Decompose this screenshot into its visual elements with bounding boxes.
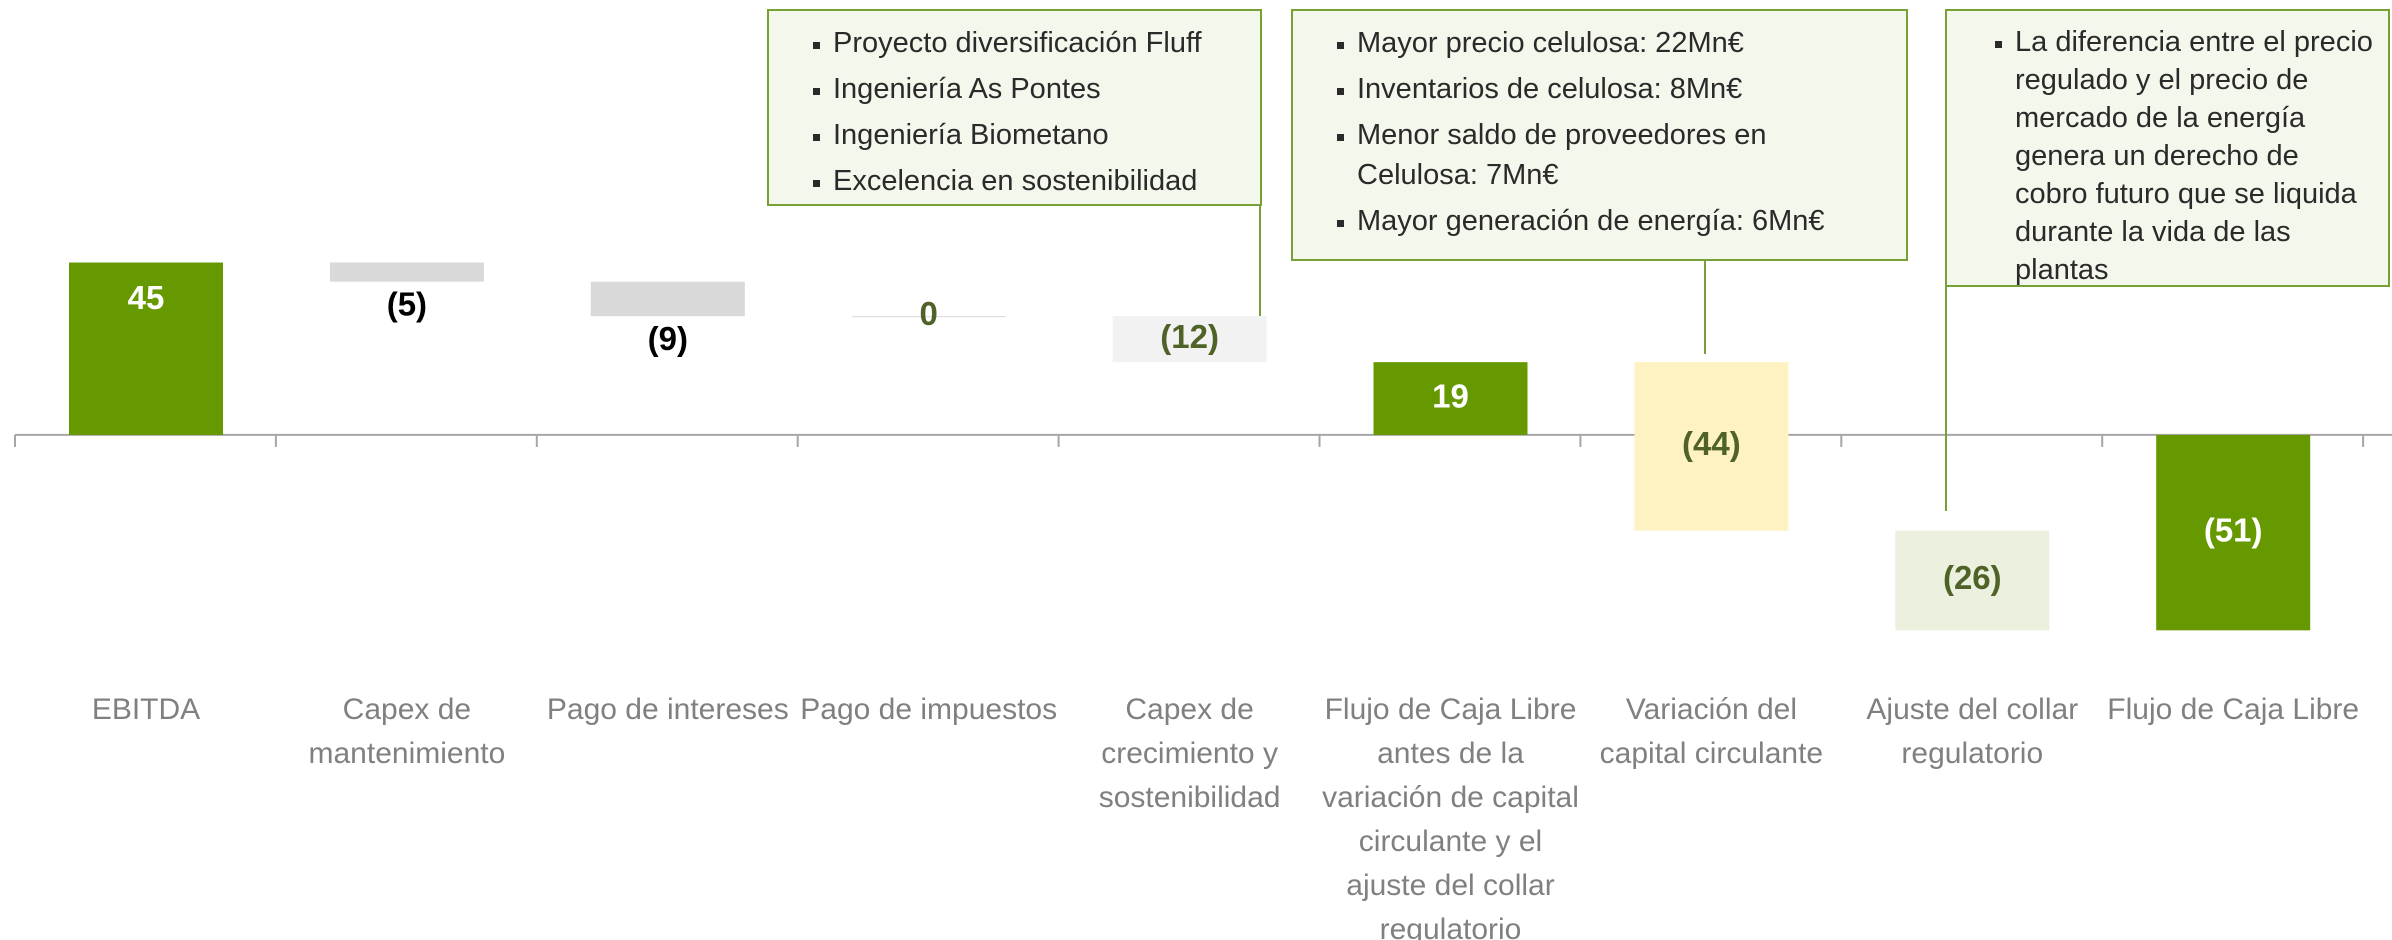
x-tick-label: Pago de impuestos: [800, 693, 1058, 726]
annotation-item: La diferencia entre el precio regulado y…: [2015, 23, 2376, 289]
annotation-item: Mayor precio celulosa: 22Mn€: [1357, 23, 1894, 63]
annotation-item: Excelencia en sostenibilidad: [833, 161, 1248, 201]
bar: [2156, 434, 2311, 631]
annotation-box: Mayor precio celulosa: 22Mn€ Inventarios …: [1291, 9, 1908, 261]
annotation-item: Proyecto diversificación Fluff: [833, 23, 1248, 63]
annotation-item: Mayor generación de energía: 6Mn€: [1357, 201, 1894, 241]
x-tick-label: Flujo de Caja Libre: [2107, 693, 2360, 726]
annotation-list: Proyecto diversificación Fluff Ingeniería…: [769, 11, 1260, 201]
value-label: (51): [2204, 511, 2263, 548]
value-label: 0: [920, 295, 938, 332]
x-tick-label: Ajuste del collar regulatorio: [1866, 693, 2079, 770]
x-tick-label: EBITDA: [91, 693, 201, 726]
annotation-list: La diferencia entre el precio regulado y…: [1947, 11, 2388, 289]
value-label: 19: [1432, 377, 1469, 414]
annotation-box: Proyecto diversificación Fluff Ingeniería…: [767, 9, 1262, 206]
annotation-list: Mayor precio celulosa: 22Mn€ Inventarios …: [1293, 11, 1906, 241]
annotation-item: Menor saldo de proveedores en Celulosa: …: [1357, 115, 1894, 195]
x-tick-label: Flujo de Caja Libre antes de la variació…: [1322, 693, 1579, 940]
bar: [69, 262, 223, 435]
x-tick-label: Pago de intereses: [546, 693, 789, 726]
bar: [1634, 362, 1789, 531]
value-label: (12): [1160, 318, 1219, 355]
annotation-item: Ingeniería Biometano: [833, 115, 1248, 155]
bar: [851, 316, 1006, 318]
annotation-box: La diferencia entre el precio regulado y…: [1945, 9, 2390, 287]
value-label: (9): [648, 320, 688, 357]
x-tick-label: Capex de mantenimiento: [308, 693, 506, 770]
value-label: (5): [387, 285, 427, 322]
annotation-item: Ingeniería As Pontes: [833, 69, 1248, 109]
bar: [329, 262, 484, 282]
bar: [1112, 316, 1267, 363]
x-tick-label: Capex de crecimiento y sostenibilidad: [1098, 693, 1281, 814]
value-label: (26): [1943, 559, 2002, 596]
x-tick-label: Variación del capital circulante: [1599, 693, 1824, 770]
annotation-item: Inventarios de celulosa: 8Mn€: [1357, 69, 1894, 109]
value-label: 45: [128, 279, 165, 316]
bar: [1895, 530, 2050, 631]
value-label: (44): [1682, 425, 1741, 462]
bar: [1373, 362, 1528, 435]
bar: [590, 281, 745, 317]
